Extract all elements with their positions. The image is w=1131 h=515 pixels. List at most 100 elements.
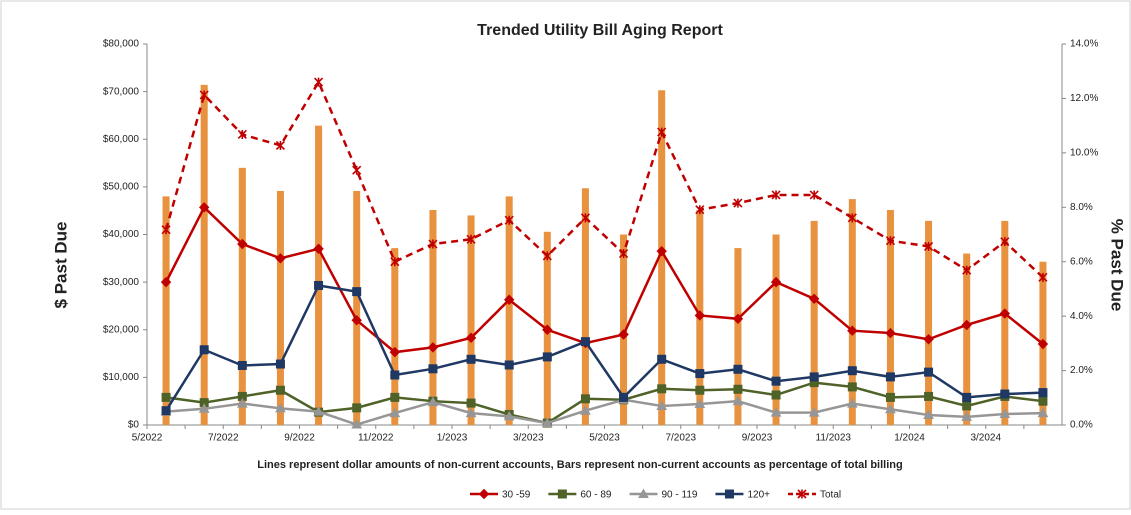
point [428,364,438,374]
point [923,334,934,345]
point [428,239,438,249]
legend-marker [724,489,734,499]
point [390,392,400,402]
point [1038,396,1048,406]
point [466,234,476,244]
point [809,372,819,382]
y2-tick-label: 2.0% [1070,365,1093,376]
point [962,265,972,275]
point [962,392,972,402]
bar [734,248,742,425]
x-tick-label: 5/2022 [132,433,163,444]
point [275,140,286,151]
point [847,213,857,223]
legend-label: 30 -59 [502,490,531,501]
point [846,398,858,408]
y-axis-label: $ Past Due [51,222,70,309]
point [733,198,743,208]
point [847,382,857,392]
y-tick-label: $50,000 [103,182,140,193]
point [619,392,629,402]
point [314,280,324,290]
bar [353,190,361,425]
bar [467,215,475,425]
bar [238,167,246,425]
point [161,392,171,402]
legend-marker [638,488,649,498]
point [503,294,515,305]
y-tick-label: $70,000 [103,86,140,97]
x-tick-label: 3/2023 [513,433,544,444]
legend-label: 120+ [747,490,770,501]
y-tick-label: $10,000 [103,372,140,383]
y2-tick-label: 4.0% [1070,311,1093,322]
point [771,376,781,386]
point [961,411,973,421]
point [237,238,248,250]
point [313,406,324,416]
legend-marker [797,489,807,499]
point [390,257,400,267]
line-series [165,381,1044,425]
y2-tick-label: 12.0% [1070,93,1098,104]
y-tick-label: $60,000 [103,134,140,145]
bar [925,220,933,425]
legend-label: 60 - 89 [580,490,612,501]
point [924,367,934,377]
y2-tick-label: 14.0% [1070,39,1098,50]
point [389,346,401,358]
x-tick-label: 7/2022 [208,433,239,444]
bar [658,90,666,425]
point [618,248,629,259]
point [694,398,706,409]
x-tick-label: 11/2023 [816,433,852,444]
bar [886,210,894,425]
y-tick-label: $0 [128,420,140,431]
bar [315,125,323,426]
point [924,391,934,401]
point [236,398,248,408]
point [427,342,439,353]
point [962,401,972,411]
point [732,395,744,406]
point [847,325,858,336]
bar [391,248,399,425]
point [351,315,362,326]
point [198,202,210,213]
point [313,77,324,87]
point [504,215,514,225]
point [770,407,782,417]
line-series [164,79,1044,279]
point [808,407,820,417]
x-tick-label: 5/2023 [589,433,620,444]
point [352,287,362,297]
point [541,417,553,428]
point [1038,272,1048,282]
point [542,251,552,261]
point [504,360,514,370]
y2-tick-label: 10.0% [1070,147,1098,158]
point [313,243,324,254]
point [695,385,705,395]
point [542,324,553,335]
point [199,90,209,100]
bar [429,210,437,425]
point [389,407,401,418]
point [161,225,171,235]
bar [963,253,971,425]
legend-label: 90 - 119 [662,490,698,501]
y2-tick-label: 6.0% [1070,256,1093,267]
caption: Lines represent dollar amounts of non-cu… [257,459,902,471]
point [618,329,629,340]
point [808,293,820,305]
point [466,354,476,364]
point [771,390,781,400]
line-series [165,284,1043,412]
point [999,408,1011,419]
bar [162,196,170,425]
point [161,406,171,416]
point [1037,338,1049,350]
x-tick-label: 11/2022 [358,433,394,444]
point [427,396,439,407]
